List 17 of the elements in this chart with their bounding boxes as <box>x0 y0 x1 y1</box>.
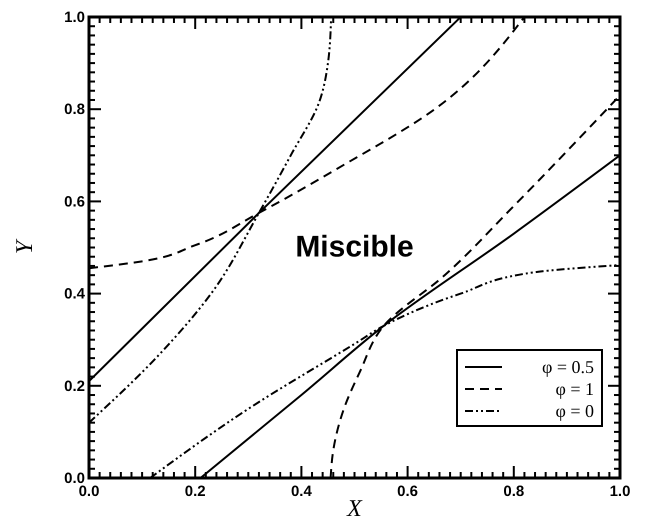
y-tick-label: 0.4 <box>64 286 86 303</box>
x-tick-label: 0.6 <box>397 483 418 500</box>
y-tick-label: 0.6 <box>64 193 85 210</box>
x-tick-label: 0.2 <box>184 483 206 500</box>
x-tick-label: 0.8 <box>503 483 524 500</box>
x-tick-label: 1.0 <box>610 483 630 500</box>
y-axis-title: Y <box>12 238 38 254</box>
y-tick-label: 1.0 <box>64 9 85 26</box>
annotation: Miscible <box>295 230 414 264</box>
legend-label: φ = 0 <box>555 401 594 421</box>
y-tick-label: 0.2 <box>64 378 85 395</box>
legend: φ = 0.5 φ = 1 φ = 0 <box>456 349 603 427</box>
x-tick-label: 0.4 <box>290 483 312 500</box>
legend-label: φ = 0.5 <box>542 357 594 377</box>
y-tick-label: 0.8 <box>64 101 85 118</box>
x-axis-title: X <box>346 496 364 522</box>
legend-label: φ = 1 <box>555 379 594 399</box>
